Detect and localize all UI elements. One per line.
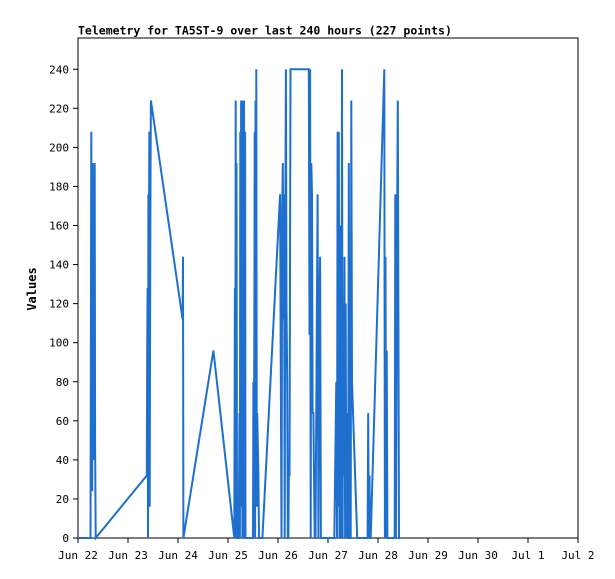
y-tick-label: 100	[49, 337, 69, 350]
y-axis: 0 20 40 60 80 100 120 140 160 180 200 220 240	[49, 63, 78, 545]
series-line	[78, 68, 400, 541]
x-tick-label: Jun 25	[208, 549, 248, 562]
plot-frame	[77, 37, 579, 539]
y-tick-label: 200	[49, 141, 69, 154]
x-tick-label: Jun 27	[308, 549, 348, 562]
chart-title: Telemetry for TA5ST-9 over last 240 hour…	[78, 24, 452, 38]
x-tick-label: Jun 26	[258, 549, 298, 562]
x-tick-label: Jul 1	[511, 549, 544, 562]
y-tick-label: 20	[56, 493, 69, 506]
y-tick-label: 160	[49, 220, 69, 233]
y-tick-label: 240	[49, 63, 69, 76]
x-tick-label: Jun 28	[358, 549, 398, 562]
y-tick-label: 0	[62, 532, 69, 545]
x-tick-label: Jul 2	[561, 549, 594, 562]
y-tick-label: 80	[56, 376, 69, 389]
x-tick-label: Jun 24	[158, 549, 198, 562]
x-tick-label: Jun 29	[408, 549, 448, 562]
x-axis: Jun 22 Jun 23 Jun 24 Jun 25 Jun 26 Jun 27 Jun …	[58, 538, 595, 562]
y-tick-label: 220	[49, 102, 69, 115]
y-tick-label: 180	[49, 180, 69, 193]
y-axis-label: Values	[25, 267, 39, 310]
y-tick-label: 60	[56, 415, 69, 428]
x-tick-label: Jun 23	[108, 549, 148, 562]
x-tick-label: Jun 22	[58, 549, 98, 562]
x-tick-label: Jun 30	[458, 549, 498, 562]
y-tick-label: 120	[49, 298, 69, 311]
y-tick-label: 40	[56, 454, 69, 467]
y-tick-label: 140	[49, 259, 69, 272]
